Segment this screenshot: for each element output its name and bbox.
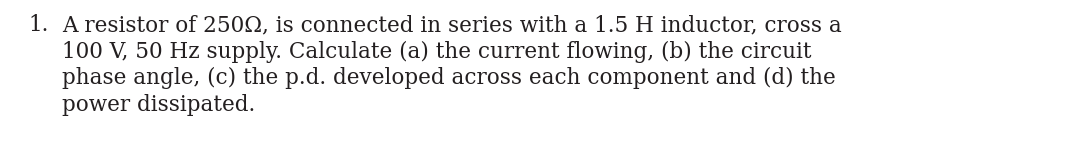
Text: 1.: 1. xyxy=(28,14,48,36)
Text: 100 V, 50 Hz supply. Calculate (a) the current flowing, (b) the circuit: 100 V, 50 Hz supply. Calculate (a) the c… xyxy=(62,40,811,63)
Text: power dissipated.: power dissipated. xyxy=(62,93,255,116)
Text: A resistor of 250Ω, is connected in series with a 1.5 H inductor, cross a: A resistor of 250Ω, is connected in seri… xyxy=(62,14,842,36)
Text: phase angle, (c) the p.d. developed across each component and (d) the: phase angle, (c) the p.d. developed acro… xyxy=(62,67,836,89)
